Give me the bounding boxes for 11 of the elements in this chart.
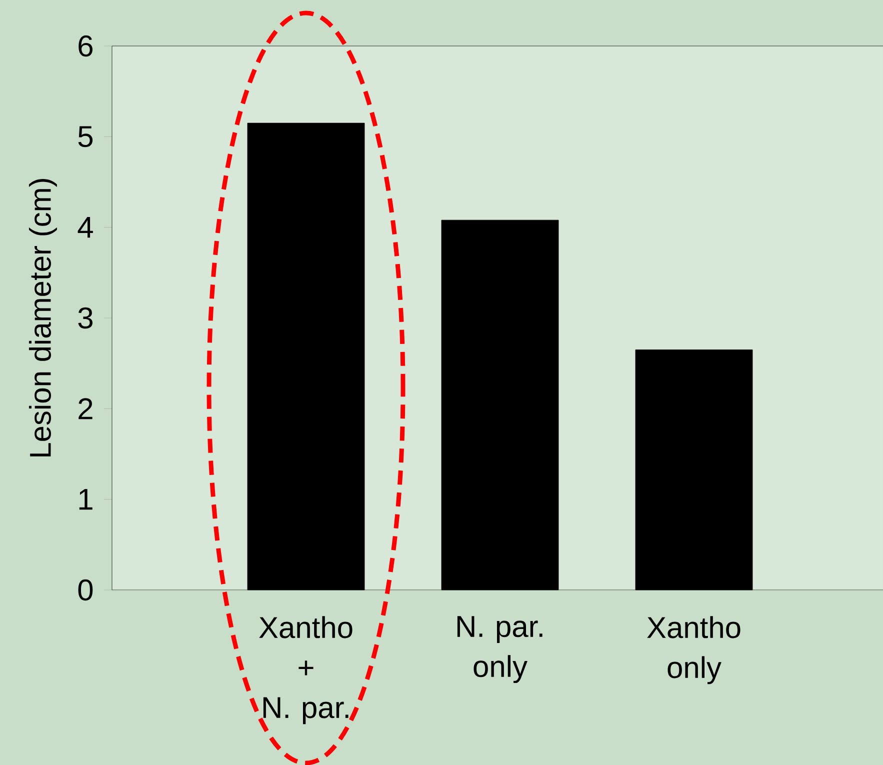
x-tick-label: Xantho + N. par.	[259, 616, 352, 724]
y-tick-label: 5	[78, 126, 93, 148]
y-tick-label: 4	[78, 217, 93, 238]
y-tick-label: 3	[78, 307, 92, 329]
y-axis-title: Lesion diameter (cm)	[28, 179, 57, 456]
y-tick-label: 1	[79, 489, 92, 510]
y-tick-label: 6	[78, 35, 92, 57]
y-tick-label: 2	[78, 398, 92, 420]
y-tick-label: 0	[78, 579, 93, 601]
x-tick-label: Xantho only	[647, 616, 740, 684]
x-tick-label: N. par. only	[457, 616, 542, 684]
